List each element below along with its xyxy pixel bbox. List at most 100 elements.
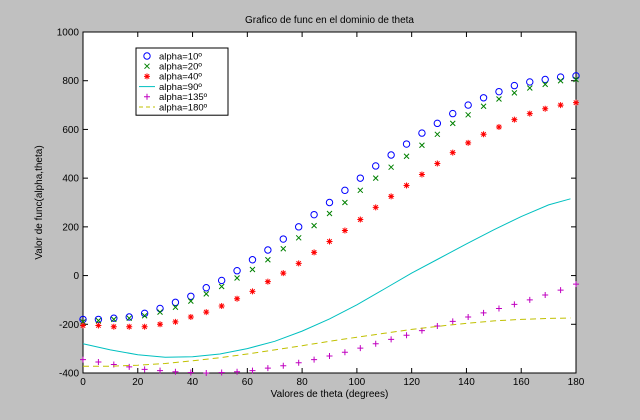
y-tick-label: 1000 [57,28,80,39]
data-point [234,295,241,302]
legend-swatch [144,73,150,80]
data-point [264,246,272,254]
x-tick-label: 80 [297,377,309,388]
data-point [465,313,472,320]
series-2 [80,99,579,330]
data-point [249,266,256,273]
data-point [542,292,549,299]
data-point [419,142,425,149]
y-tick-label: 600 [62,125,79,136]
data-point [126,315,133,322]
data-point [140,309,149,318]
data-point [157,367,164,374]
data-point [248,256,257,264]
data-point [265,256,271,263]
legend-swatch [144,63,150,70]
data-point [342,199,348,206]
data-point [110,323,117,330]
data-point [511,90,518,96]
data-point [449,109,457,118]
data-point [573,281,579,288]
legend-box [135,47,229,116]
data-point [249,288,256,295]
data-point [325,198,334,207]
series-4 [80,281,579,376]
data-point [449,120,456,127]
data-point [387,151,395,159]
data-point [372,340,379,347]
data-point [541,75,549,84]
x-tick-label: 120 [403,377,420,388]
data-point [311,356,318,363]
data-point [573,99,579,106]
data-point [341,227,348,234]
data-point [125,313,133,321]
x-tick-label: 60 [242,377,254,388]
data-point [187,313,194,320]
legend-swatch [143,52,151,60]
data-point [234,368,241,375]
data-point [295,234,302,241]
data-point [434,160,441,167]
legend-item: alpha=180º [139,102,208,113]
data-point [326,352,333,359]
data-point [126,363,133,370]
data-point [341,349,348,356]
data-point [557,287,564,294]
data-point [542,81,549,88]
data-point [311,222,317,229]
data-point [280,362,287,369]
data-point [280,245,287,252]
series-0 [79,72,580,324]
data-point [141,366,148,373]
legend-label: alpha=180º [159,102,208,113]
data-point [480,103,487,110]
x-tick-label: 20 [132,377,144,388]
chart-title: Grafico de func en el dominio de theta [245,15,414,26]
data-point [157,321,164,328]
data-point [511,301,518,308]
data-point [479,94,488,102]
data-point [434,322,441,329]
data-point [495,305,502,312]
data-point [203,290,210,297]
data-point [80,356,86,363]
data-point [511,116,518,123]
data-point [357,216,364,223]
series-1 [80,76,579,325]
data-point [388,193,395,200]
data-point [126,323,133,330]
data-point [295,260,302,267]
data-point [403,182,410,189]
data-point [110,314,118,322]
data-point [372,204,379,211]
data-point [356,174,365,182]
data-point [295,359,302,366]
data-point [449,318,456,325]
data-point [233,267,241,275]
data-point [80,322,86,329]
legend-item: alpha=40º [144,72,202,83]
data-point [234,275,240,281]
legend-item: alpha=10º [143,51,202,62]
legend-item: alpha=20º [144,62,202,73]
data-point [526,296,533,303]
data-point [557,102,564,109]
data-point [372,162,380,170]
series-line [83,317,571,367]
y-tick-label: -200 [59,320,79,331]
data-point [202,284,210,292]
data-point [326,238,333,245]
legend-label: alpha=20º [159,62,202,73]
data-point [95,322,102,329]
data-point [495,87,503,96]
x-tick-label: 0 [80,377,86,388]
data-point [218,369,225,376]
data-point [141,312,148,319]
data-point [465,139,472,146]
y-tick-label: 400 [62,174,79,185]
data-point [418,171,425,178]
series-3 [82,198,571,358]
